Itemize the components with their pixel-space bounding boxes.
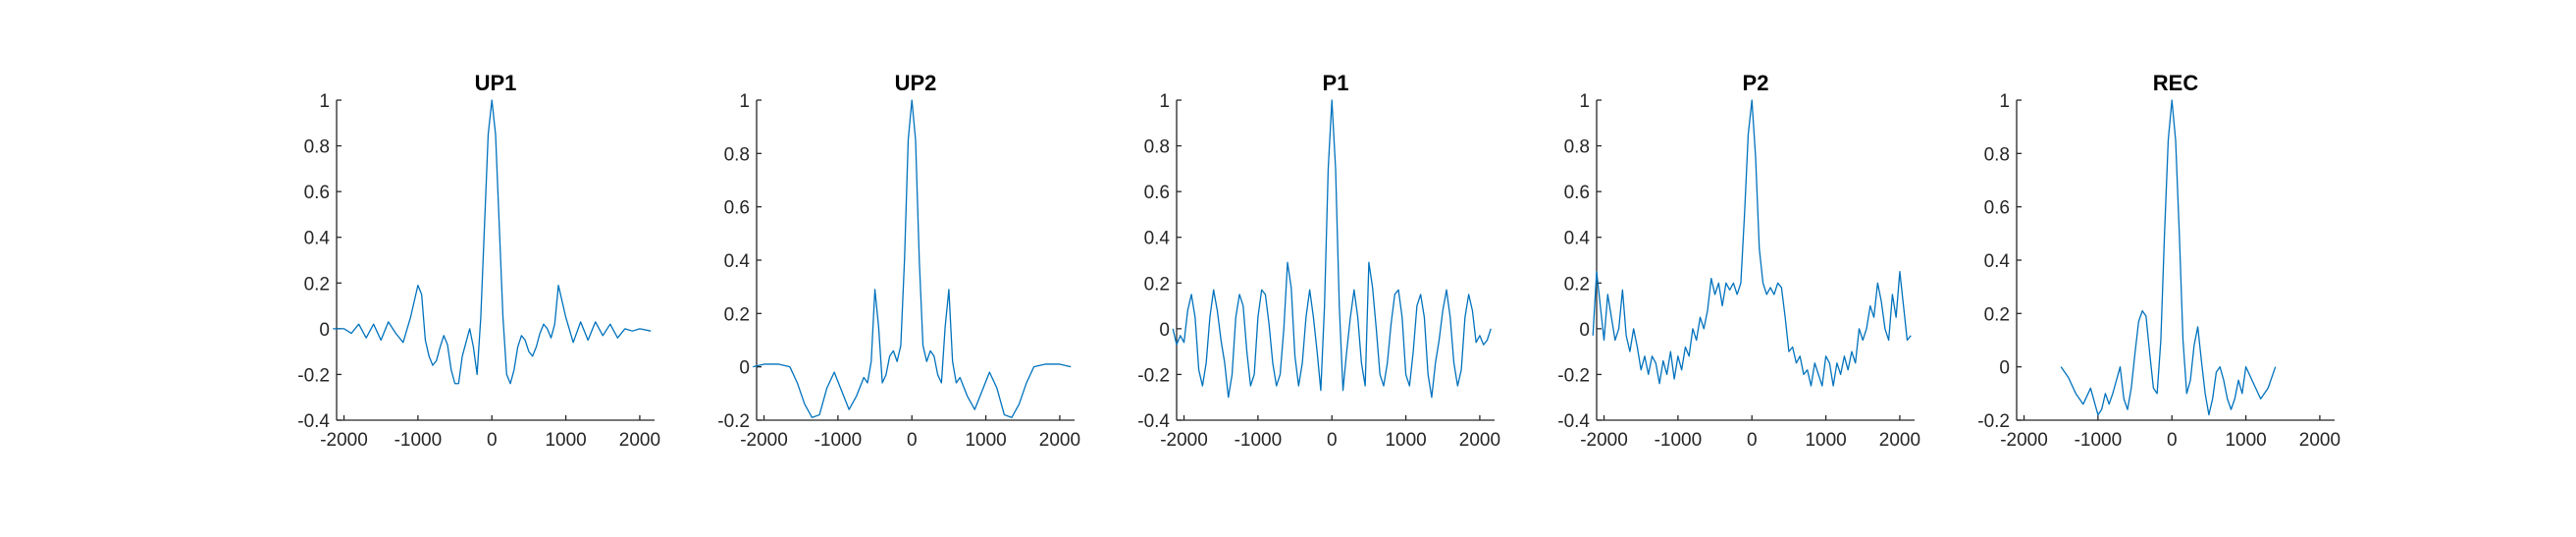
x-tick-label: 0 (1747, 430, 1758, 451)
x-tick-label: 2000 (1459, 430, 1500, 451)
y-tick-label: 0.4 (724, 251, 751, 272)
y-tick-label: 0 (319, 320, 330, 341)
subplot-title: UP1 (475, 71, 517, 95)
y-tick-label: 0.6 (1144, 183, 1170, 203)
x-tick-label: 0 (907, 430, 918, 451)
x-tick-label: 2000 (2299, 430, 2340, 451)
subplot-title: P1 (1323, 71, 1349, 95)
y-tick-label: -0.2 (1137, 365, 1170, 386)
y-tick-label: 0.2 (724, 304, 750, 325)
subplot-title: UP2 (895, 71, 937, 95)
x-tick-label: 2000 (619, 430, 660, 451)
y-tick-label: 0 (739, 358, 750, 379)
y-tick-label: 1 (1159, 91, 1170, 112)
y-tick-label: 0.4 (1564, 229, 1591, 249)
x-tick-label: -2000 (320, 430, 368, 451)
y-tick-label: 0.4 (1144, 229, 1171, 249)
subplot-up1: UP1 -0.4 -0.2 0 0.2 0.4 0.6 0.8 1 -2000 -1000 0 1000… (297, 71, 660, 451)
x-tick-label: 0 (487, 430, 498, 451)
y-tick-label: 0 (1999, 358, 2010, 379)
y-tick-label: 0.8 (1984, 144, 2010, 165)
x-tick-label: -2000 (2000, 430, 2048, 451)
y-tick-label: -0.2 (297, 365, 330, 386)
subplot-up2: UP2 -0.2 0 0.2 0.4 0.6 0.8 1 -2000 -1000 0 1000 2000 (717, 71, 1080, 451)
subplot-p1: P1 -0.4 -0.2 0 0.2 0.4 0.6 0.8 1 -2000 -1000 0 1000 2… (1137, 71, 1500, 451)
x-tick-label: 1000 (1385, 430, 1426, 451)
y-tick-label: -0.2 (717, 411, 750, 432)
x-tick-label: 2000 (1039, 430, 1080, 451)
y-tick-label: 0.4 (1984, 251, 2011, 272)
y-tick-label: 0.6 (724, 198, 750, 219)
y-tick-label: 0.8 (724, 144, 750, 165)
x-tick-label: -2000 (1160, 430, 1208, 451)
series-line (2060, 99, 2277, 416)
series-line (333, 99, 652, 385)
x-tick-label: -2000 (740, 430, 788, 451)
y-tick-label: 0.8 (304, 137, 330, 158)
x-tick-label: 1000 (1805, 430, 1846, 451)
y-tick-label: -0.4 (297, 411, 330, 432)
series-line (753, 99, 1072, 418)
y-tick-label: -0.4 (1557, 411, 1590, 432)
subplot-title: REC (2153, 71, 2199, 95)
y-tick-label: -0.2 (1557, 365, 1590, 386)
subplot-title: P2 (1743, 71, 1769, 95)
y-tick-label: 0.6 (1984, 198, 2010, 219)
y-tick-label: -0.2 (1977, 411, 2010, 432)
y-tick-label: 0 (1579, 320, 1590, 341)
x-tick-label: -1000 (394, 430, 443, 451)
y-tick-label: 1 (319, 91, 330, 112)
series-line (1172, 99, 1492, 399)
y-tick-label: 1 (1579, 91, 1590, 112)
x-tick-label: 0 (2167, 430, 2178, 451)
y-tick-label: 0 (1159, 320, 1170, 341)
y-tick-label: 0.8 (1144, 137, 1170, 158)
x-tick-label: -1000 (1235, 430, 1283, 451)
subplot-rec: REC -0.2 0 0.2 0.4 0.6 0.8 1 -2000 -1000 0 1000 2000 (1977, 71, 2340, 451)
y-tick-label: 0.2 (1564, 274, 1590, 295)
x-tick-label: -1000 (2075, 430, 2123, 451)
y-tick-label: 0.2 (304, 274, 330, 295)
x-tick-label: 1000 (545, 430, 586, 451)
x-tick-label: -1000 (1655, 430, 1703, 451)
x-tick-label: -2000 (1580, 430, 1628, 451)
x-tick-label: 1000 (965, 430, 1006, 451)
x-tick-label: 0 (1327, 430, 1338, 451)
y-tick-label: 1 (1999, 91, 2010, 112)
y-tick-label: 0.4 (304, 229, 331, 249)
y-tick-label: 0.2 (1144, 274, 1170, 295)
x-tick-label: 1000 (2225, 430, 2266, 451)
y-tick-label: -0.4 (1137, 411, 1170, 432)
y-tick-label: 1 (739, 91, 750, 112)
y-tick-label: 0.6 (1564, 183, 1590, 203)
series-line (1592, 99, 1912, 387)
x-tick-label: -1000 (815, 430, 863, 451)
y-tick-label: 0.8 (1564, 137, 1590, 158)
subplot-p2: P2 -0.4 -0.2 0 0.2 0.4 0.6 0.8 1 -2000 -1000 0 1000 2… (1557, 71, 1920, 451)
x-tick-label: 2000 (1879, 430, 1920, 451)
y-tick-label: 0.6 (304, 183, 330, 203)
y-tick-label: 0.2 (1984, 304, 2010, 325)
